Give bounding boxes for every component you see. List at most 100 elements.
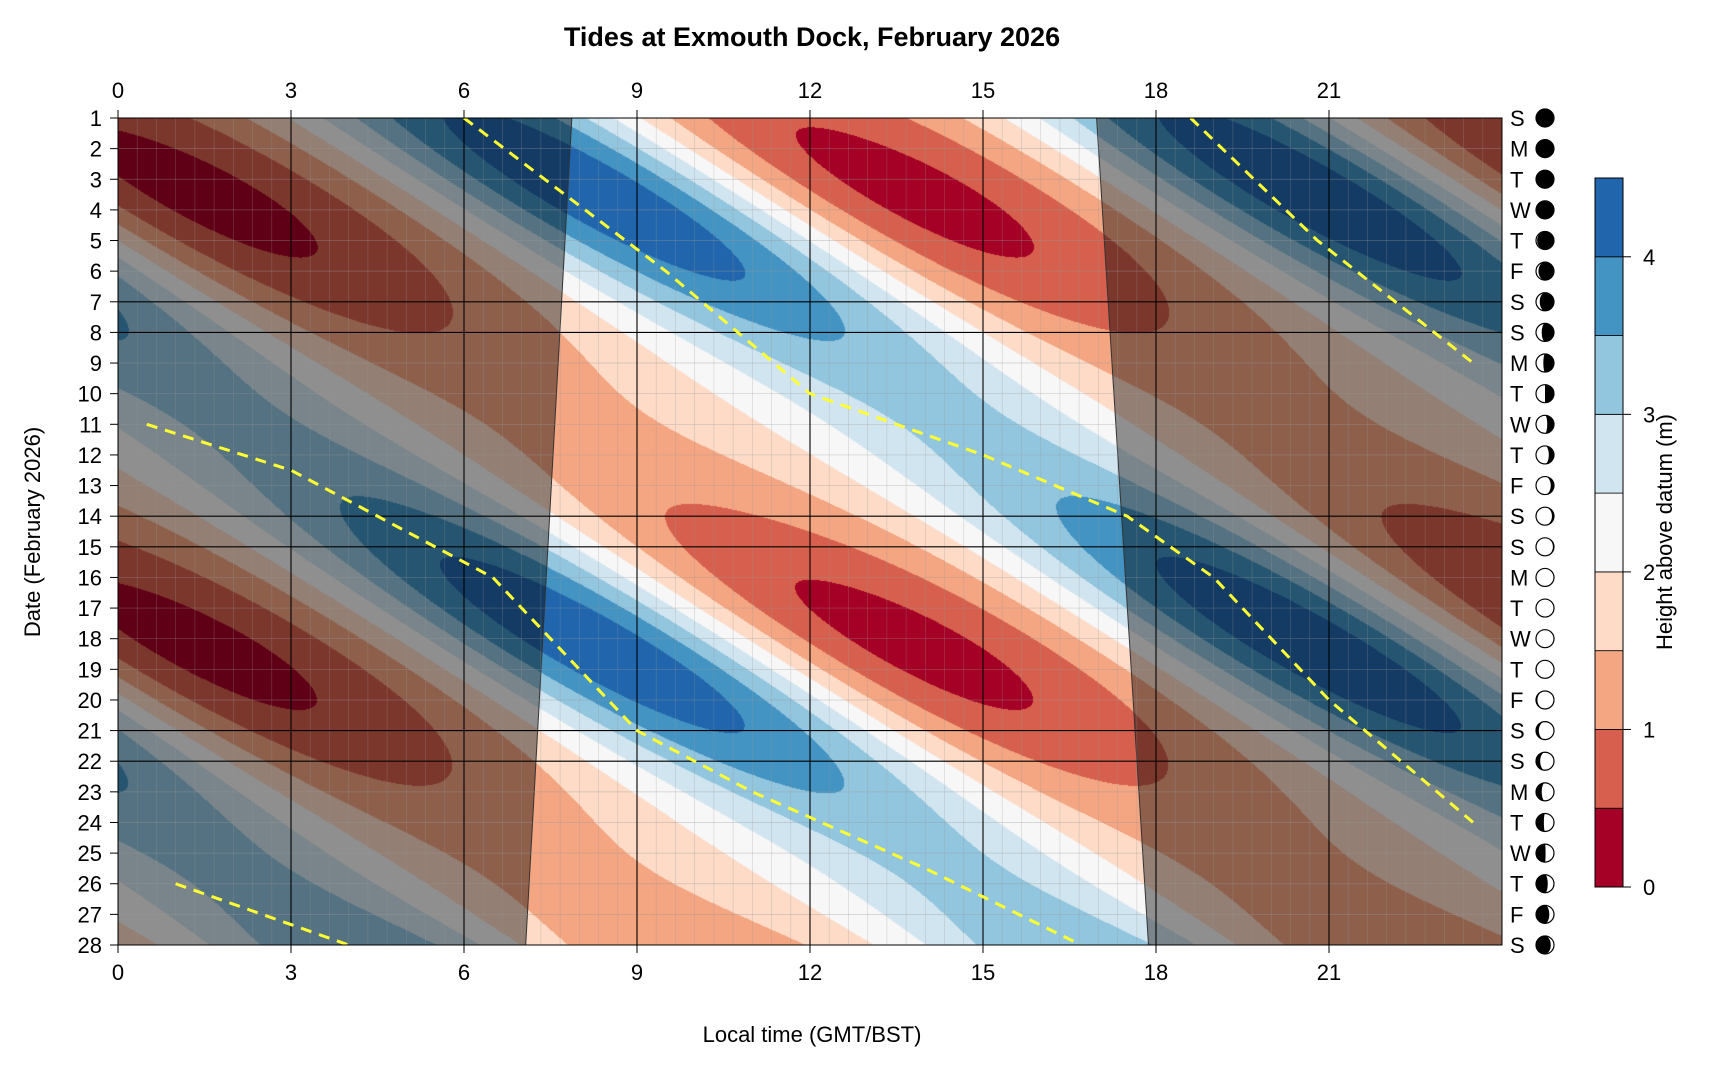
y-tick-label: 4 [90, 198, 102, 223]
y-tick-label: 26 [78, 872, 102, 897]
moon-phase-icon [1535, 629, 1555, 649]
y-tick-label: 22 [78, 749, 102, 774]
weekday-letter: M [1510, 565, 1528, 590]
y-axis-label: Date (February 2026) [20, 427, 45, 637]
weekday-letter: F [1510, 259, 1523, 284]
colorbar-swatch [1594, 335, 1624, 415]
chart-title: Tides at Exmouth Dock, February 2026 [564, 22, 1060, 52]
weekday-letter: S [1510, 719, 1525, 744]
y-tick-label: 5 [90, 229, 102, 254]
y-tick-label: 13 [78, 474, 102, 499]
moon-shadow [1536, 813, 1545, 832]
moon-shadow [1541, 323, 1554, 342]
weekday-letter: M [1510, 137, 1528, 162]
night-shading [118, 118, 1502, 945]
colorbar-frame [1594, 177, 1624, 888]
x-top-tick-label: 12 [798, 78, 822, 103]
moon-shadow [1536, 170, 1554, 189]
moon-shadow [1536, 200, 1554, 219]
moon-shadow [1536, 936, 1551, 954]
x-bottom-tick-label: 0 [112, 960, 124, 985]
colorbar-swatch [1594, 492, 1624, 573]
moon-shadow [1538, 262, 1554, 281]
y-tick-label: 21 [78, 719, 102, 744]
colorbar-swatch [1594, 256, 1624, 336]
night-before-sunrise [118, 118, 572, 945]
colorbar-swatch [1594, 650, 1624, 730]
y-tick-label: 3 [90, 167, 102, 192]
weekday-letter: W [1510, 627, 1531, 652]
night-after-sunset [1096, 118, 1502, 945]
moon-shadow [1537, 231, 1554, 250]
x-top-tick-label: 6 [458, 78, 470, 103]
y-tick-label: 16 [78, 565, 102, 590]
colorbar-swatch [1594, 177, 1624, 258]
x-top-tick-label: 21 [1317, 78, 1341, 103]
weekday-letter: S [1510, 504, 1525, 529]
moon-shadow [1536, 844, 1546, 863]
colorbar-label: Height above datum (m) [1652, 414, 1677, 650]
y-tick-label: 10 [78, 382, 102, 407]
weekday-letter: T [1510, 443, 1523, 468]
colorbar-tick-label: 0 [1643, 875, 1655, 900]
x-axis-top: 0 3 6 9 12 15 18 21 [112, 78, 1341, 118]
colorbar-swatch [1594, 807, 1624, 888]
moon-phase-icon [1535, 598, 1555, 618]
y-tick-label: 19 [78, 657, 102, 682]
x-bottom-tick-label: 12 [798, 960, 822, 985]
weekday-letter: T [1510, 657, 1523, 682]
x-bottom-tick-label: 18 [1144, 960, 1168, 985]
y-tick-label: 9 [90, 351, 102, 376]
y-tick-label: 6 [90, 259, 102, 284]
colorbar-tick-label: 3 [1643, 402, 1655, 427]
x-top-tick-label: 18 [1144, 78, 1168, 103]
colorbar-tick-label: 4 [1643, 245, 1655, 270]
moon-shadow [1545, 507, 1554, 526]
moon-shadow [1545, 476, 1554, 495]
moon-shadow [1536, 139, 1554, 158]
y-tick-label: 18 [78, 627, 102, 652]
weekday-letter: M [1510, 780, 1528, 805]
high-tide-line [175, 882, 350, 945]
weekday-letter: M [1510, 351, 1528, 376]
x-bottom-tick-label: 9 [631, 960, 643, 985]
moon-shadow [1545, 384, 1554, 403]
y-tick-label: 8 [90, 320, 102, 345]
colorbar-tick-label: 1 [1643, 717, 1655, 742]
colorbar-swatch [1594, 729, 1624, 809]
y-tick-label: 28 [78, 933, 102, 958]
moon-shadow [1539, 292, 1554, 311]
moon-shadow [1536, 874, 1548, 893]
moon-shadow [1536, 109, 1554, 127]
moon-shadow [1536, 782, 1545, 801]
weekday-letter: T [1510, 810, 1523, 835]
y-tick-label: 11 [79, 412, 102, 437]
y-tick-label: 23 [78, 780, 102, 805]
colorbar-swatch [1594, 413, 1624, 494]
colorbar-tick-label: 2 [1643, 560, 1655, 585]
weekday-letter: F [1510, 474, 1523, 499]
weekday-letter: S [1510, 106, 1525, 131]
moon-shadow [1536, 721, 1545, 740]
x-bottom-tick-label: 3 [285, 960, 297, 985]
moon-shadow [1543, 354, 1554, 373]
colorbar: 0 1 2 3 4 [1594, 177, 1655, 900]
weekday-letter: T [1510, 872, 1523, 897]
moon-shadow [1536, 690, 1545, 709]
high-tide-line [463, 118, 1475, 824]
y-axis: 1234567891011121314151617181920212223242… [78, 106, 118, 958]
x-top-tick-label: 9 [631, 78, 643, 103]
weekday-letter: F [1510, 902, 1523, 927]
y-tick-label: 20 [78, 688, 102, 713]
major-grid [118, 118, 1502, 945]
weekday-letter: S [1510, 290, 1525, 315]
moon-shadow [1536, 752, 1545, 771]
x-top-tick-label: 3 [285, 78, 297, 103]
y-tick-label: 14 [78, 504, 102, 529]
x-axis-label: Local time (GMT/BST) [703, 1022, 922, 1047]
y-tick-label: 24 [78, 810, 102, 835]
x-top-tick-label: 0 [112, 78, 124, 103]
